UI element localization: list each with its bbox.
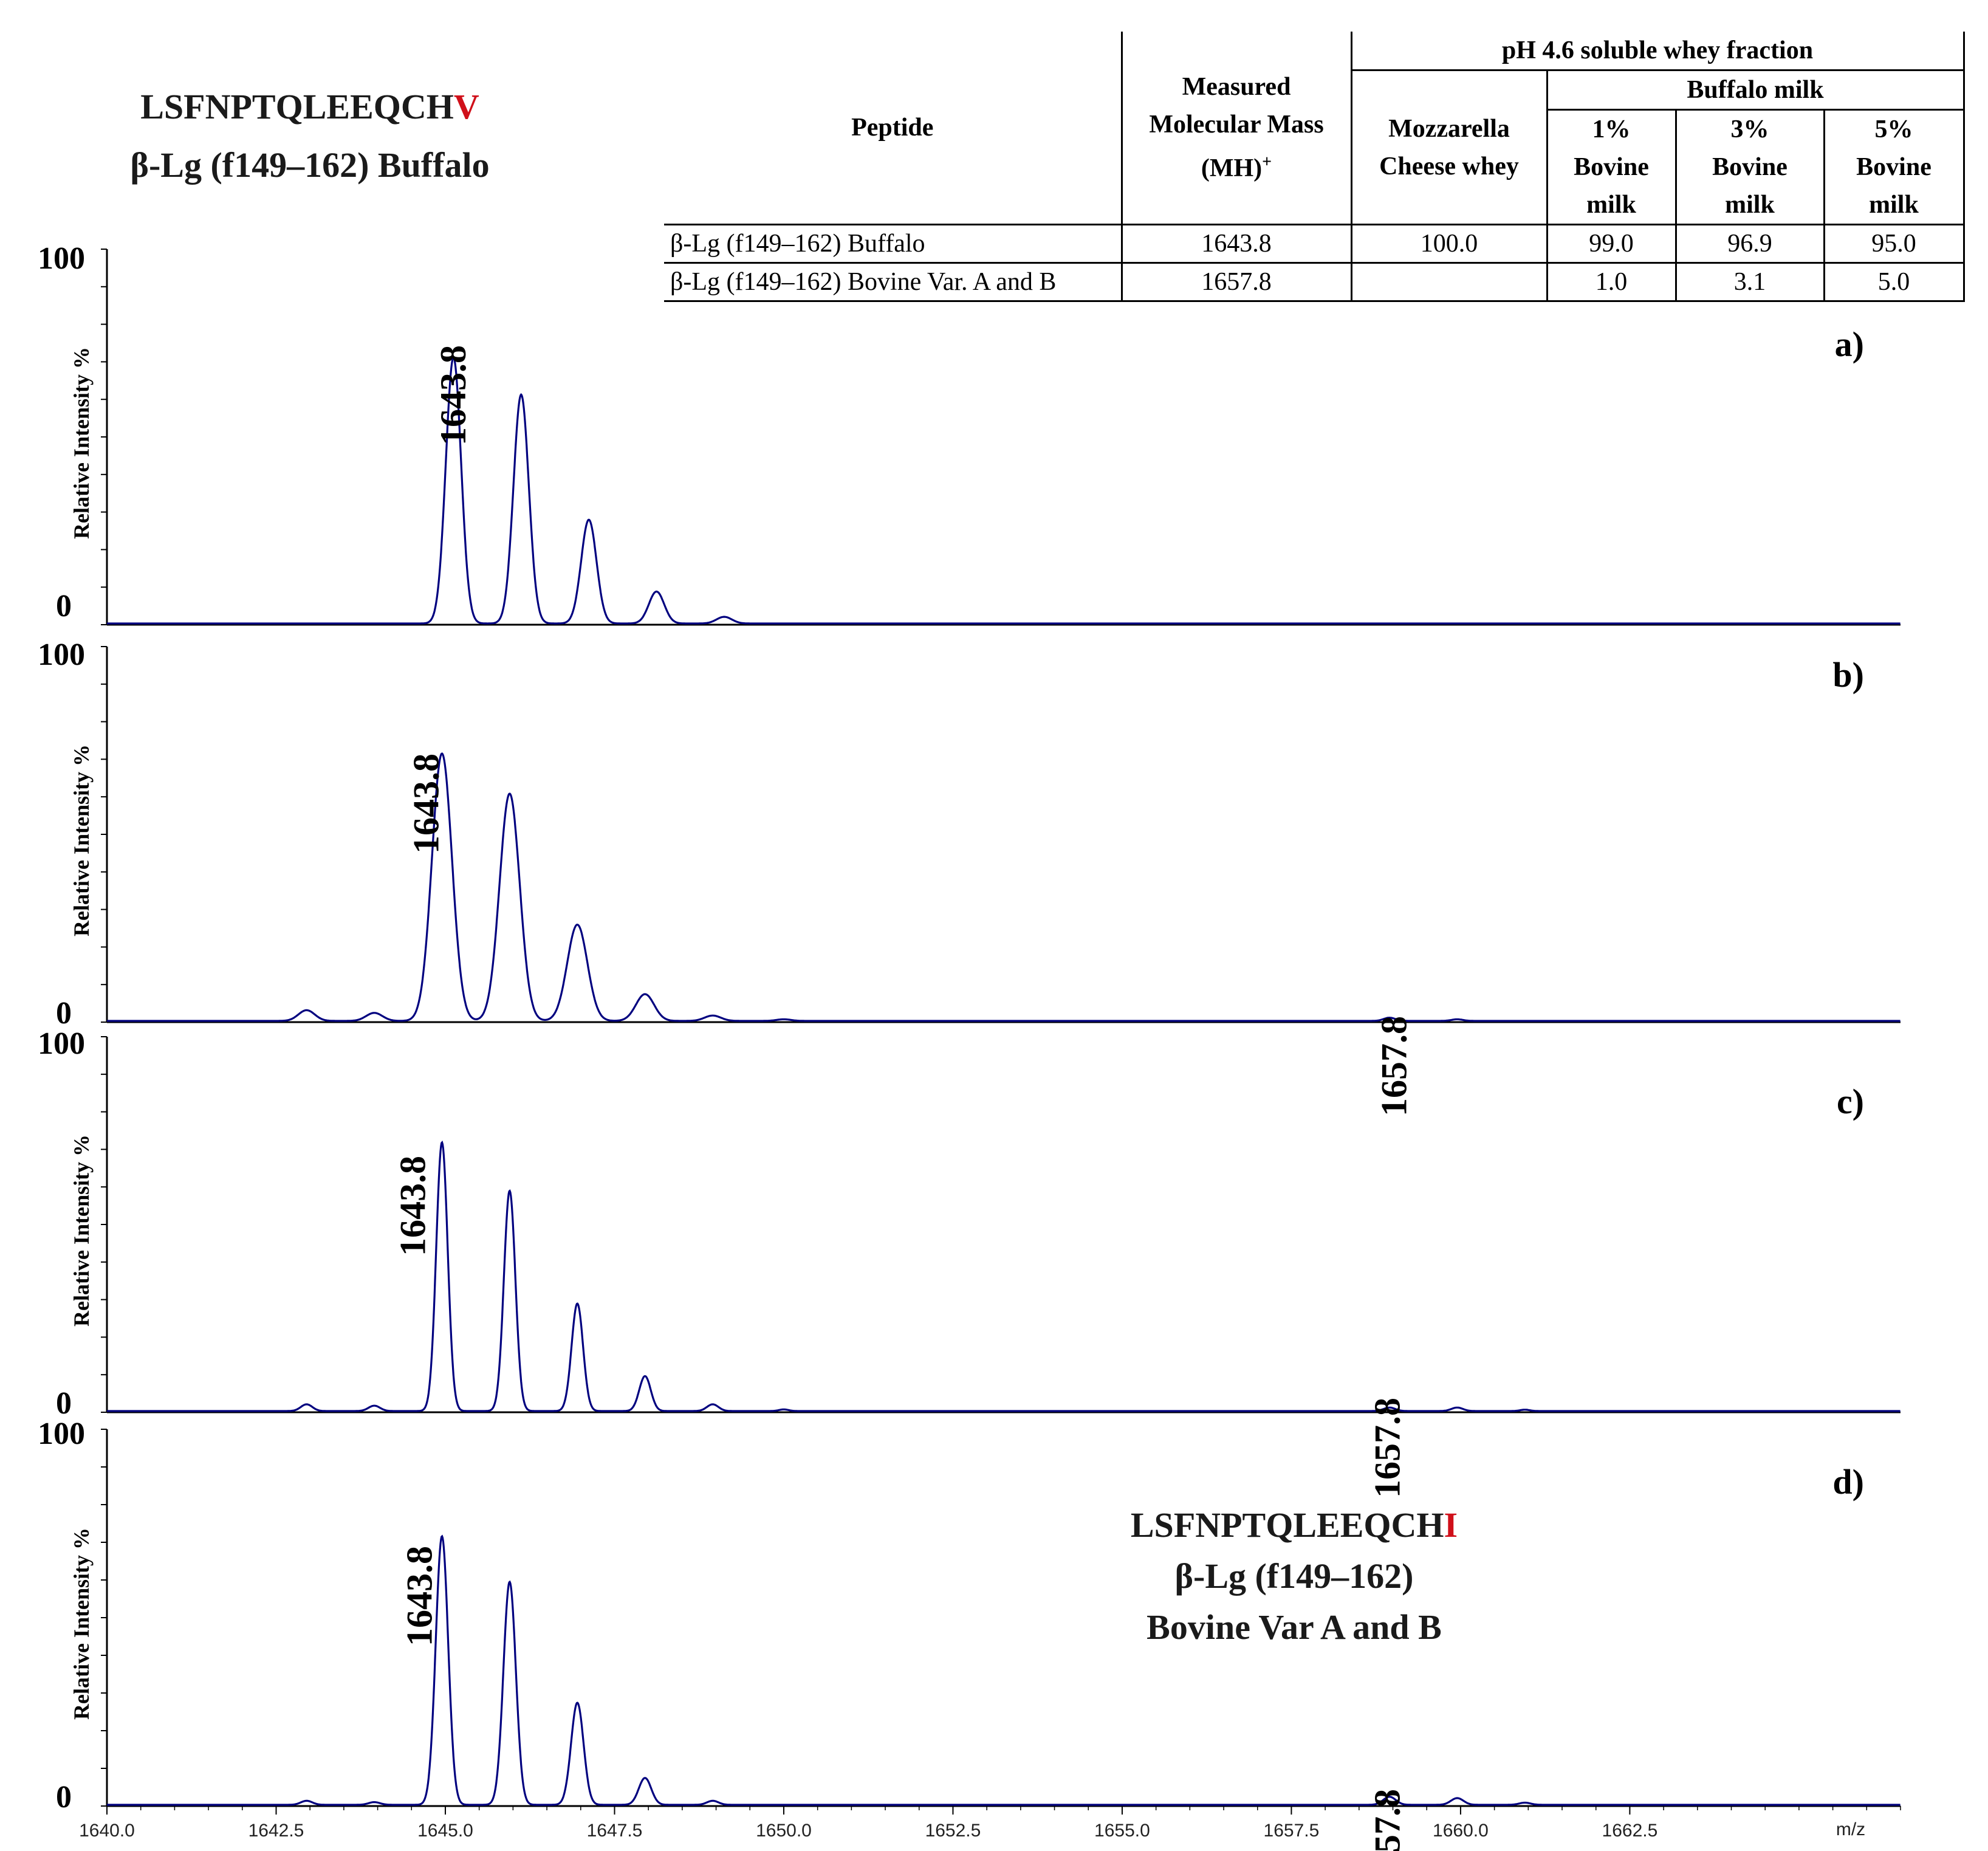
bovine-peptide-sequence: LSFNPTQLEEQCHI xyxy=(996,1500,1592,1551)
bovine-peptide-annotation: LSFNPTQLEEQCHI β-Lg (f149–162) Bovine Va… xyxy=(996,1500,1592,1653)
bovine-sequence-prefix: LSFNPTQLEEQCH xyxy=(1130,1505,1444,1545)
peak-label: 1657.8 xyxy=(1374,1016,1414,1116)
header-buffalo-milk: Buffalo milk xyxy=(1546,69,1965,111)
buffalo-peptide-sequence: LSFNPTQLEEQCHV xyxy=(103,78,516,136)
buffalo-sequence-prefix: LSFNPTQLEEQCH xyxy=(140,87,454,126)
panel-label: d) xyxy=(1832,1462,1864,1502)
cell-peptide: β-Lg (f149–162) Buffalo xyxy=(664,224,1123,264)
x-tick-label: 1650.0 xyxy=(756,1821,812,1841)
y-tick-label-100: 100 xyxy=(38,637,85,672)
header-5pct-line3: milk xyxy=(1869,191,1919,219)
spectrum-trace-b xyxy=(107,752,1901,1022)
peak-label: 1657.8 xyxy=(1367,1398,1407,1498)
panel-label: c) xyxy=(1837,1082,1864,1121)
header-3pct-line1: 3% xyxy=(1730,115,1769,143)
y-axis-label: Relative Intensity % xyxy=(69,347,94,539)
y-tick-label-0: 0 xyxy=(56,589,72,623)
header-mass-line2: Molecular Mass xyxy=(1149,111,1324,139)
peak-label: 1643.8 xyxy=(433,345,473,445)
panel-label: b) xyxy=(1832,655,1864,695)
header-5pct-line2: Bovine xyxy=(1856,153,1931,181)
peak-label: 1643.8 xyxy=(392,1156,433,1256)
y-tick-label-0: 0 xyxy=(56,1780,72,1815)
header-mozz-line1: Mozzarella xyxy=(1388,114,1510,143)
buffalo-variant-residue: V xyxy=(453,87,479,126)
x-tick-label: 1655.0 xyxy=(1094,1821,1150,1841)
cell-1pct: 1.0 xyxy=(1546,262,1677,302)
header-mass-line3: (MH) xyxy=(1201,154,1263,182)
cell-mozzarella xyxy=(1350,262,1548,302)
header-mass-sup: + xyxy=(1262,153,1272,171)
x-tick-label: 1652.5 xyxy=(925,1821,981,1841)
table-row: β-Lg (f149–162) Buffalo 1643.8 100.0 99.… xyxy=(664,224,1965,264)
y-tick-label-100: 100 xyxy=(38,1417,85,1451)
buffalo-peptide-name: β-Lg (f149–162) Buffalo xyxy=(130,145,490,185)
header-1pct-line1: 1% xyxy=(1592,115,1631,143)
cell-mass: 1643.8 xyxy=(1120,224,1352,264)
peptide-abundance-table: Peptide Measured Molecular Mass (MH)+ pH… xyxy=(664,32,1965,302)
y-tick-label-100: 100 xyxy=(38,241,85,276)
bovine-variant-residue: I xyxy=(1444,1505,1458,1545)
bovine-peptide-name: β-Lg (f149–162) xyxy=(1174,1556,1414,1596)
header-5pct: 5% Bovine milk xyxy=(1823,109,1965,225)
y-tick-label-100: 100 xyxy=(38,1026,85,1061)
x-axis-label: m/z xyxy=(1836,1819,1865,1839)
spectrum-trace-a xyxy=(107,355,1901,625)
cell-5pct: 95.0 xyxy=(1823,224,1965,264)
header-mozz-line2: Cheese whey xyxy=(1379,152,1519,180)
header-measured-mass: Measured Molecular Mass (MH)+ xyxy=(1120,32,1352,225)
cell-3pct: 3.1 xyxy=(1674,262,1825,302)
y-tick-label-0: 0 xyxy=(56,996,72,1031)
y-axis-label: Relative Intensity % xyxy=(69,744,94,936)
header-mass-line1: Measured xyxy=(1182,73,1291,101)
cell-peptide: β-Lg (f149–162) Bovine Var. A and B xyxy=(664,262,1123,302)
cell-mass: 1657.8 xyxy=(1120,262,1352,302)
peak-label: 1657.8 xyxy=(1367,1789,1407,1851)
cell-1pct: 99.0 xyxy=(1546,224,1677,264)
peak-label: 1643.8 xyxy=(406,754,447,854)
cell-5pct: 5.0 xyxy=(1823,262,1965,302)
header-1pct-line2: Bovine xyxy=(1574,153,1649,181)
header-3pct: 3% Bovine milk xyxy=(1674,109,1825,225)
header-whey-fraction: pH 4.6 soluble whey fraction xyxy=(1350,32,1965,71)
header-peptide: Peptide xyxy=(664,32,1123,225)
peak-label: 1643.8 xyxy=(399,1546,439,1646)
header-3pct-line3: milk xyxy=(1725,191,1775,219)
header-mozzarella: Mozzarella Cheese whey xyxy=(1350,69,1548,225)
x-tick-label: 1647.5 xyxy=(587,1821,643,1841)
spectrum-trace-c xyxy=(107,1140,1901,1412)
y-axis-label: Relative Intensity % xyxy=(69,1135,94,1327)
y-tick-label-0: 0 xyxy=(56,1386,72,1421)
x-tick-label: 1640.0 xyxy=(79,1821,135,1841)
x-tick-label: 1657.5 xyxy=(1264,1821,1320,1841)
cell-3pct: 96.9 xyxy=(1674,224,1825,264)
buffalo-peptide-annotation: LSFNPTQLEEQCHV β-Lg (f149–162) Buffalo xyxy=(103,78,516,194)
y-axis-label: Relative Intensity % xyxy=(69,1528,94,1720)
spectrum-trace-d xyxy=(107,1534,1901,1806)
table-row: β-Lg (f149–162) Bovine Var. A and B 1657… xyxy=(664,262,1965,302)
bovine-peptide-variant: Bovine Var A and B xyxy=(1147,1607,1442,1647)
panel-label: a) xyxy=(1835,325,1864,364)
header-1pct-line3: milk xyxy=(1586,191,1636,219)
x-tick-label: 1662.5 xyxy=(1602,1821,1658,1841)
header-1pct: 1% Bovine milk xyxy=(1546,109,1677,225)
x-tick-label: 1660.0 xyxy=(1433,1821,1489,1841)
cell-mozzarella: 100.0 xyxy=(1350,224,1548,264)
header-3pct-line2: Bovine xyxy=(1712,153,1787,181)
header-5pct-line1: 5% xyxy=(1874,115,1913,143)
x-tick-label: 1642.5 xyxy=(249,1821,304,1841)
x-tick-label: 1645.0 xyxy=(417,1821,473,1841)
